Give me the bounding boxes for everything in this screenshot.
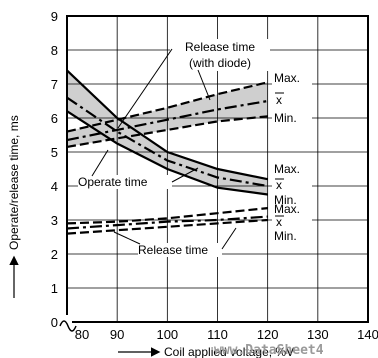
release-time-label: Release time <box>138 243 208 257</box>
y-tick-5: 5 <box>51 145 58 160</box>
release-max-line <box>66 207 268 225</box>
series-group <box>66 69 268 235</box>
operate-mean-line <box>66 96 268 188</box>
operate-min-label: Min. <box>274 193 297 207</box>
release-min-label: Min. <box>274 229 297 243</box>
operate-mean-label: x <box>276 178 282 192</box>
operate-max-line <box>66 69 268 181</box>
y-tick-1: 1 <box>51 281 58 296</box>
release-max-label: Max. <box>274 202 300 216</box>
x-tick-120: 120 <box>257 327 279 342</box>
x-tick-130: 130 <box>307 327 329 342</box>
operate-leader-2 <box>171 167 199 183</box>
diode-min-label: Min. <box>274 111 297 125</box>
release-leader-1 <box>113 231 141 245</box>
diode-max-label: Max. <box>274 71 300 85</box>
operate-min-line <box>66 110 268 196</box>
x-axis-title-group: Coil applied voltage, %V <box>118 345 294 358</box>
y-tick-0: 0 <box>51 315 58 330</box>
y-tick-9: 9 <box>51 9 58 24</box>
y-axis-title-group: Operate/release time, ms <box>7 115 21 298</box>
release-leader-2 <box>221 227 237 250</box>
release-mean-label: x <box>276 215 282 229</box>
release-diode-leader-2 <box>197 69 211 101</box>
y-axis-title: Operate/release time, ms <box>7 115 21 250</box>
x-tick-90: 90 <box>110 327 124 342</box>
plot-frame <box>66 15 369 323</box>
release-diode-min-line <box>66 115 268 148</box>
watermark: www.DataSheet4 <box>214 343 324 358</box>
x-axis-break <box>59 315 77 332</box>
diode-mean-label: x <box>276 93 282 107</box>
y-tick-8: 8 <box>51 43 58 58</box>
release-diode-label-line2: (with diode) <box>189 56 251 70</box>
y-tick-4: 4 <box>51 179 58 194</box>
x-tick-140: 140 <box>357 327 378 342</box>
y-tick-labels: 0 1 2 3 4 5 6 7 8 9 <box>51 9 58 330</box>
operate-max-label: Max. <box>274 162 300 176</box>
x-axis-title: Coil applied voltage, %V <box>164 345 294 358</box>
y-tick-7: 7 <box>51 77 58 92</box>
release-min-line <box>66 218 268 235</box>
annotations: Release time (with diode) Operate time R… <box>78 39 312 257</box>
operate-time-label: Operate time <box>78 175 148 189</box>
release-diode-max-line <box>66 81 268 133</box>
x-tick-100: 100 <box>156 327 178 342</box>
x-tick-80: 80 <box>75 327 89 342</box>
x-tick-110: 110 <box>207 327 228 342</box>
release-diode-leader-1 <box>117 48 173 129</box>
y-tick-2: 2 <box>51 247 58 262</box>
y-tick-6: 6 <box>51 111 58 126</box>
x-tick-labels: 80 90 100 110 120 130 140 <box>75 327 378 342</box>
operate-leader-1 <box>91 149 109 177</box>
release-mean-line <box>66 215 268 230</box>
release-diode-label-line1: Release time <box>185 40 255 54</box>
y-tick-3: 3 <box>51 213 58 228</box>
